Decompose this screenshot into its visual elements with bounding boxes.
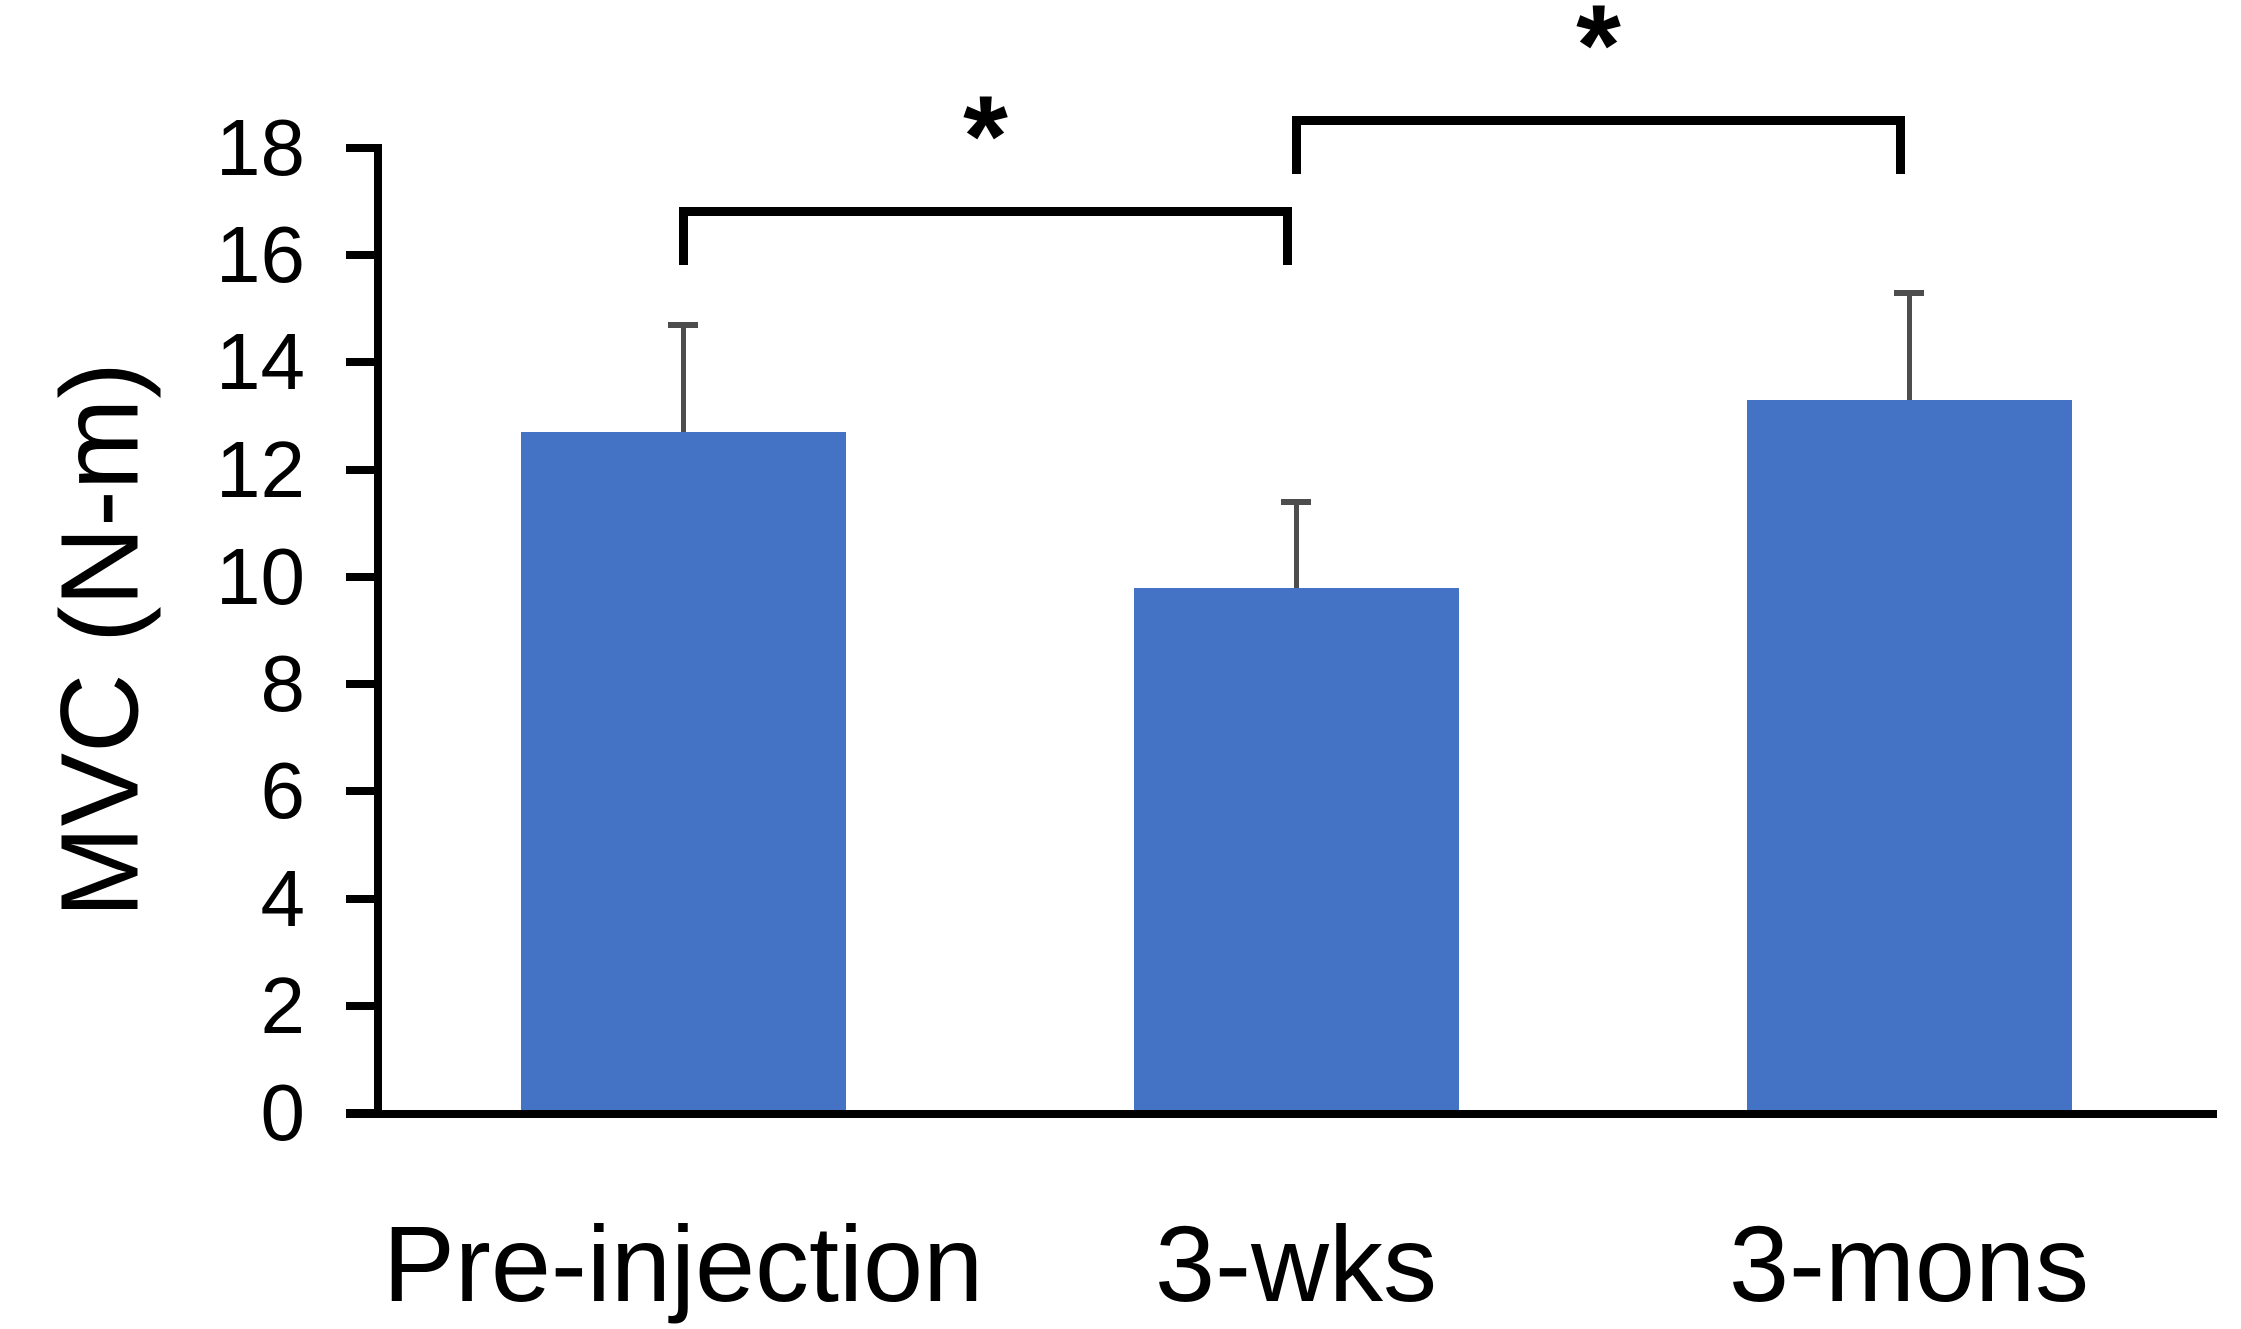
y-tick — [346, 680, 374, 689]
error-bar-whisker — [1293, 501, 1299, 588]
y-tick-label: 8 — [260, 639, 306, 729]
y-tick-label: 14 — [216, 317, 305, 407]
significance-bracket-left-drop — [679, 206, 688, 265]
significance-bracket-bar — [1292, 115, 1905, 125]
x-category-label: Pre-injection — [382, 1203, 984, 1324]
y-tick — [346, 1001, 374, 1010]
y-tick-label: 16 — [216, 210, 305, 300]
y-tick — [346, 787, 374, 796]
significance-bracket-right-drop — [1896, 115, 1905, 174]
x-category-label: 3-mons — [1728, 1203, 2090, 1324]
significance-asterisk: * — [963, 72, 1008, 201]
y-tick — [346, 1109, 374, 1117]
error-bar-cap — [668, 321, 698, 328]
y-tick-label: 12 — [216, 424, 305, 514]
y-tick — [346, 465, 374, 474]
x-axis-line — [346, 1110, 2217, 1118]
y-tick-label: 4 — [260, 853, 306, 943]
y-tick — [346, 894, 374, 903]
bar-3-wks — [1133, 587, 1459, 1110]
bar-3-mons — [1746, 399, 2072, 1110]
significance-bracket-left-drop — [1292, 115, 1301, 174]
significance-bracket-right-drop — [1283, 206, 1292, 265]
y-tick — [346, 251, 374, 260]
y-tick — [346, 358, 374, 367]
x-category-label: 3-wks — [1154, 1203, 1438, 1324]
y-tick-label: 0 — [260, 1068, 306, 1157]
y-tick-label: 10 — [216, 531, 305, 621]
significance-asterisk: * — [1576, 0, 1621, 110]
significance-bracket-bar — [679, 206, 1292, 216]
y-tick-label: 6 — [260, 746, 306, 836]
bar-pre-injection — [520, 432, 846, 1110]
error-bar-cap — [1281, 498, 1311, 505]
error-bar-cap — [1894, 289, 1924, 296]
error-bar-whisker — [680, 324, 686, 433]
y-tick — [346, 144, 374, 152]
y-tick — [346, 572, 374, 581]
y-tick-label: 18 — [216, 103, 305, 192]
error-bar-whisker — [1906, 292, 1912, 400]
y-tick-label: 2 — [260, 960, 306, 1050]
y-axis-line — [374, 144, 382, 1118]
